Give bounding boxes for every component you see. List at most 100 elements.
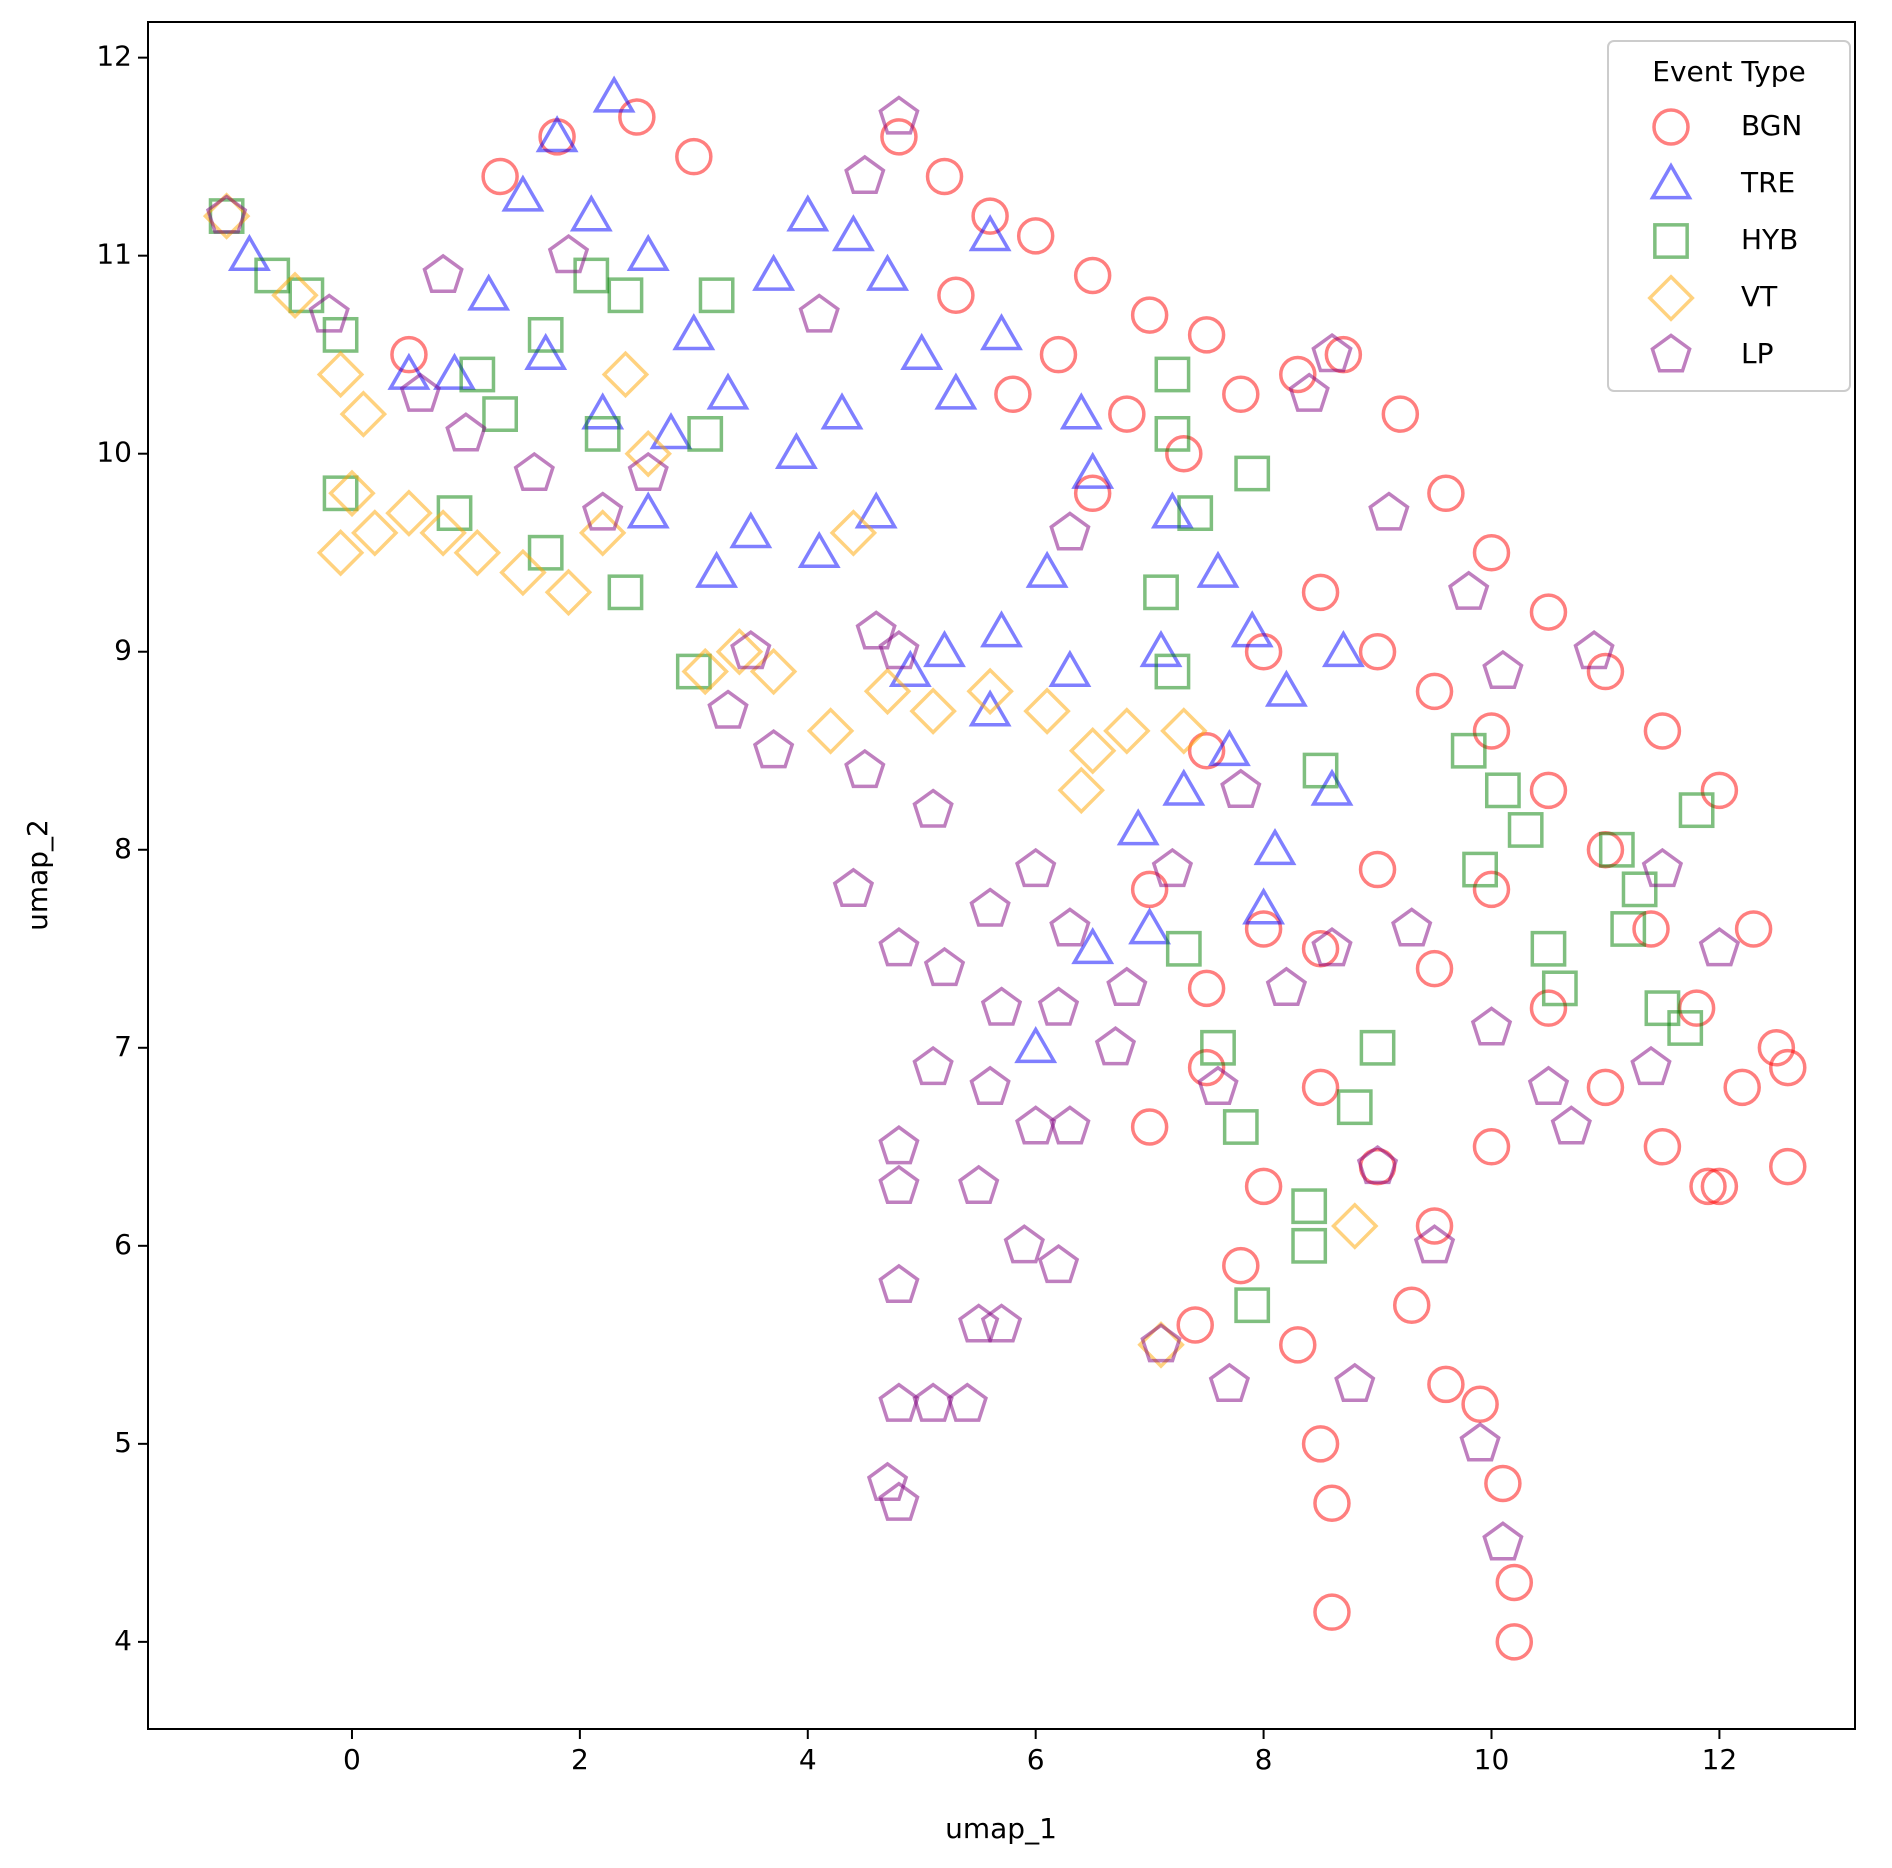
point: [1472, 712, 1511, 750]
legend-marker: [1652, 108, 1690, 146]
point: [866, 253, 910, 291]
point: [459, 356, 496, 393]
point: [1413, 1224, 1456, 1264]
point: [1392, 1286, 1431, 1324]
point: [601, 350, 650, 399]
point: [1015, 847, 1057, 888]
point: [912, 788, 954, 828]
point: [1529, 593, 1568, 631]
point: [1586, 1068, 1625, 1107]
point: [1689, 1167, 1727, 1206]
point: [1302, 752, 1339, 789]
y-tick-label: 11: [96, 238, 132, 271]
point: [1094, 1026, 1137, 1066]
point: [1311, 927, 1353, 967]
point: [832, 867, 875, 907]
point: [1154, 415, 1191, 452]
point: [1301, 1068, 1340, 1107]
point: [729, 511, 773, 549]
point: [1200, 1029, 1236, 1066]
point: [1368, 491, 1410, 531]
point: [1015, 1105, 1057, 1145]
point: [1643, 712, 1682, 750]
point: [1208, 1362, 1251, 1402]
point: [1462, 851, 1498, 888]
point: [1356, 1144, 1399, 1185]
point: [1187, 969, 1226, 1008]
point: [1071, 926, 1115, 965]
legend-marker: [1647, 274, 1695, 322]
point: [1143, 574, 1179, 611]
point: [1644, 990, 1681, 1027]
point: [433, 352, 476, 390]
point: [385, 489, 433, 537]
point: [1150, 491, 1194, 529]
point: [1039, 335, 1078, 374]
point: [1301, 573, 1340, 612]
point: [1472, 1128, 1511, 1166]
point: [1014, 1025, 1058, 1064]
point: [1187, 1048, 1226, 1087]
point: [584, 415, 621, 452]
point: [582, 491, 624, 531]
point: [969, 887, 1011, 927]
point: [707, 689, 749, 729]
point: [1162, 768, 1206, 806]
point: [1242, 887, 1286, 925]
point: [934, 372, 978, 410]
x-tick-label: 12: [1702, 1743, 1738, 1776]
point: [1391, 907, 1433, 947]
point: [980, 610, 1023, 648]
point: [980, 986, 1023, 1026]
point: [878, 1263, 920, 1303]
legend-box: [1607, 40, 1851, 392]
legend-marker: [1653, 223, 1689, 259]
point: [1529, 771, 1568, 810]
point: [994, 375, 1032, 414]
point: [1130, 1108, 1169, 1146]
point: [912, 1045, 954, 1086]
y-axis-label: umap_2: [21, 819, 54, 931]
point: [774, 432, 818, 470]
point: [1116, 808, 1160, 846]
point: [1331, 1202, 1379, 1250]
point: [1165, 434, 1203, 473]
point: [527, 316, 564, 353]
point: [923, 629, 966, 668]
point: [1641, 847, 1684, 888]
point: [1632, 910, 1670, 948]
point: [1336, 1089, 1373, 1126]
point: [453, 529, 502, 577]
point: [308, 293, 350, 333]
point: [900, 332, 944, 371]
point: [482, 396, 519, 432]
point: [436, 495, 473, 532]
point: [1358, 850, 1397, 889]
point: [1130, 296, 1169, 334]
point: [1415, 949, 1454, 988]
point: [1301, 1425, 1340, 1463]
point: [1415, 672, 1454, 711]
point: [1016, 217, 1055, 255]
point: [1529, 989, 1568, 1027]
point: [1187, 731, 1226, 770]
point: [527, 534, 564, 571]
point: [1321, 629, 1365, 668]
point: [316, 529, 365, 577]
point: [730, 630, 772, 670]
point: [1427, 1365, 1465, 1404]
x-axis-label: umap_1: [945, 1812, 1057, 1845]
point: [1530, 930, 1567, 967]
point: [969, 1065, 1011, 1105]
y-tick-label: 12: [96, 40, 132, 73]
point: [829, 509, 878, 557]
point: [1279, 355, 1317, 394]
point: [547, 233, 590, 274]
point: [854, 491, 898, 529]
point: [390, 335, 428, 374]
y-tick-label: 9: [114, 634, 132, 667]
point: [1196, 550, 1240, 588]
point: [1234, 455, 1271, 492]
point: [1313, 1484, 1351, 1522]
point: [573, 257, 610, 294]
